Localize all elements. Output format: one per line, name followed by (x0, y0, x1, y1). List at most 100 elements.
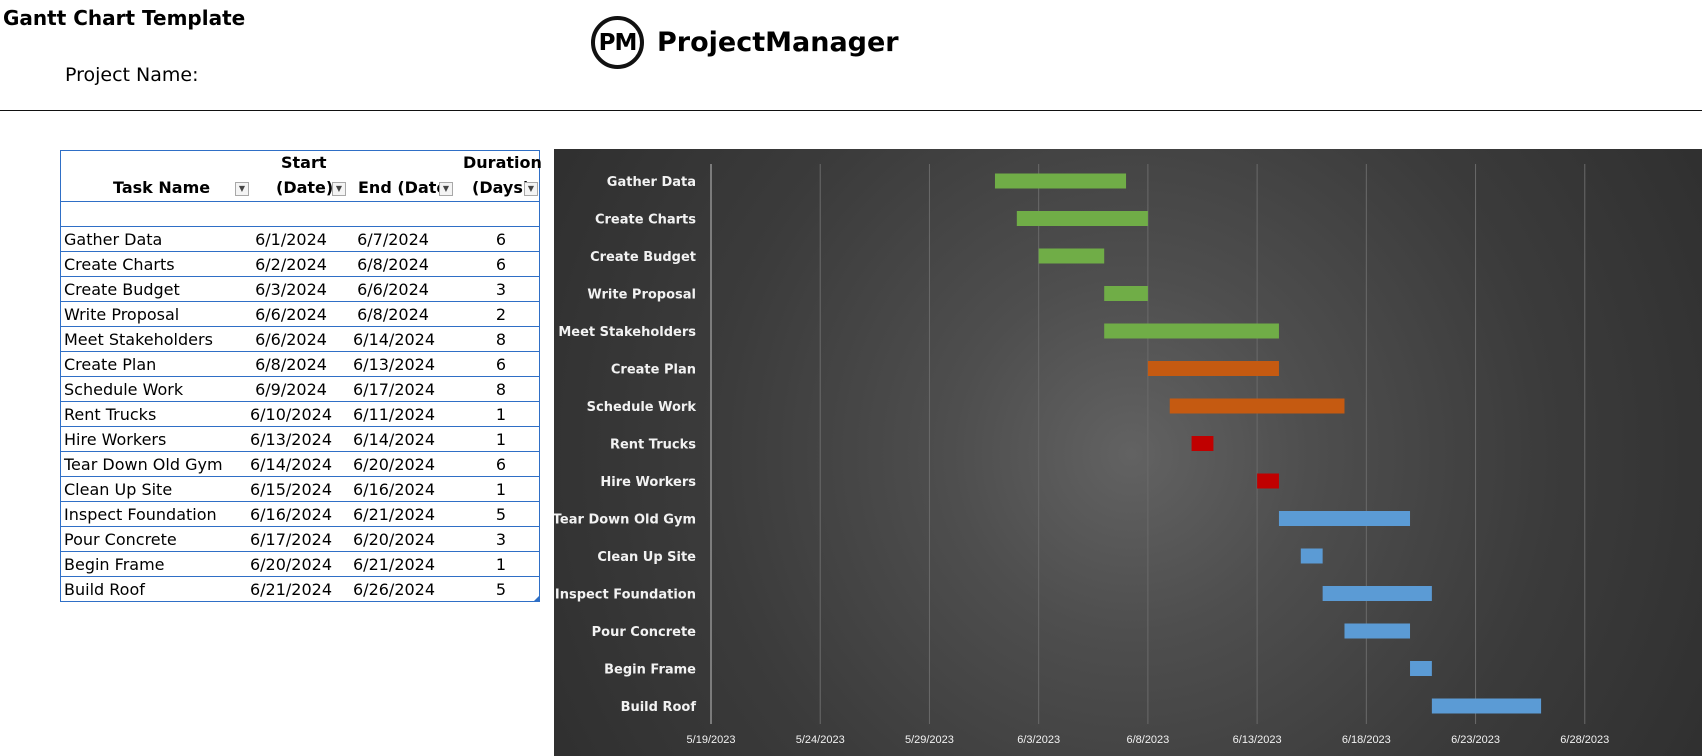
end-date-cell[interactable]: 6/21/2024 (353, 505, 436, 524)
task-label: Schedule Work (587, 400, 697, 415)
gantt-bar (1278, 511, 1411, 526)
task-name-cell[interactable]: Begin Frame (64, 555, 165, 574)
table-row: Pour Concrete 6/17/2024 6/20/2024 3 (61, 527, 539, 552)
duration-cell[interactable]: 6 (495, 230, 507, 249)
task-name-cell[interactable]: Clean Up Site (64, 480, 173, 499)
gantt-bar (1410, 661, 1432, 676)
end-date-cell[interactable]: 6/14/2024 (353, 330, 436, 349)
gantt-bar (1322, 586, 1432, 601)
start-date-cell[interactable]: 6/1/2024 (255, 230, 327, 249)
filter-dropdown-end[interactable]: ▼ (439, 182, 453, 196)
start-date-cell[interactable]: 6/20/2024 (249, 555, 333, 574)
start-date-cell[interactable]: 6/6/2024 (255, 305, 327, 324)
duration-cell[interactable]: 1 (495, 405, 507, 424)
column-header-end: End (Date (358, 178, 448, 197)
task-name-cell[interactable]: Tear Down Old Gym (64, 455, 223, 474)
start-date-cell[interactable]: 6/17/2024 (249, 530, 333, 549)
gantt-bar (1016, 211, 1148, 226)
table-row: Meet Stakeholders 6/6/2024 6/14/2024 8 (61, 327, 539, 352)
gantt-bar (1104, 323, 1279, 339)
table-row: Create Plan 6/8/2024 6/13/2024 6 (61, 352, 539, 377)
task-label: Write Proposal (587, 288, 696, 303)
duration-cell[interactable]: 6 (495, 255, 507, 274)
duration-cell[interactable]: 8 (495, 380, 507, 399)
task-name-cell[interactable]: Create Charts (64, 255, 175, 274)
duration-cell[interactable]: 1 (495, 430, 507, 449)
end-date-cell[interactable]: 6/8/2024 (357, 255, 429, 274)
end-date-cell[interactable]: 6/20/2024 (353, 455, 436, 474)
duration-cell[interactable]: 2 (495, 305, 507, 324)
column-header-start-top: Start (281, 153, 327, 172)
gantt-bar (1300, 548, 1323, 564)
duration-cell[interactable]: 3 (495, 280, 507, 299)
task-name-cell[interactable]: Create Plan (64, 355, 157, 374)
task-name-cell[interactable]: Build Roof (64, 580, 145, 599)
start-date-cell[interactable]: 6/3/2024 (255, 280, 327, 299)
table-row: Create Budget 6/3/2024 6/6/2024 3 (61, 277, 539, 302)
gantt-bar (1147, 361, 1279, 376)
column-header-duration-top: Duration (463, 153, 542, 172)
end-date-cell[interactable]: 6/17/2024 (353, 380, 436, 399)
end-date-cell[interactable]: 6/13/2024 (353, 355, 436, 374)
logo-text: ProjectManager (657, 27, 899, 58)
start-date-cell[interactable]: 6/16/2024 (249, 505, 333, 524)
gantt-chart-svg: 5/19/2023 5/24/2023 5/29/2023 6/3/2023 6/8/2… (554, 164, 1609, 746)
table-resize-handle[interactable] (534, 596, 539, 601)
end-date-cell[interactable]: 6/16/2024 (353, 480, 436, 499)
pm-logo-icon: PM (591, 16, 644, 69)
task-name-cell[interactable]: Inspect Foundation (64, 505, 217, 524)
table-row: Build Roof 6/21/2024 6/26/2024 5 (61, 577, 539, 601)
start-date-cell[interactable]: 6/14/2024 (249, 455, 333, 474)
task-label: Gather Data (607, 175, 696, 190)
start-date-cell[interactable]: 6/13/2024 (249, 430, 333, 449)
duration-cell[interactable]: 5 (495, 580, 507, 599)
filter-dropdown-duration[interactable]: ▼ (524, 182, 538, 196)
filter-dropdown-start[interactable]: ▼ (332, 182, 346, 196)
task-label: Create Plan (611, 363, 696, 378)
duration-cell[interactable]: 5 (495, 505, 507, 524)
duration-cell[interactable]: 8 (495, 330, 507, 349)
table-row: Schedule Work 6/9/2024 6/17/2024 8 (61, 377, 539, 402)
duration-cell[interactable]: 6 (495, 455, 507, 474)
start-date-cell[interactable]: 6/2/2024 (255, 255, 327, 274)
end-date-cell[interactable]: 6/20/2024 (353, 530, 436, 549)
end-date-cell[interactable]: 6/7/2024 (357, 230, 429, 249)
x-tick-label: 5/29/2023 (905, 734, 954, 746)
gantt-bar (994, 173, 1127, 189)
x-tick-label: 6/8/2023 (1126, 734, 1169, 746)
end-date-cell[interactable]: 6/6/2024 (357, 280, 429, 299)
task-name-cell[interactable]: Hire Workers (64, 430, 167, 449)
duration-cell[interactable]: 6 (495, 355, 507, 374)
task-name-cell[interactable]: Create Budget (64, 280, 180, 299)
end-date-cell[interactable]: 6/21/2024 (353, 555, 436, 574)
task-name-cell[interactable]: Rent Trucks (64, 405, 157, 424)
table-header: Task Name ▼ Start (Date) ▼ End (Date ▼ D… (61, 151, 542, 202)
task-name-cell[interactable]: Write Proposal (64, 305, 180, 324)
x-tick-label: 5/19/2023 (687, 734, 736, 746)
end-date-cell[interactable]: 6/14/2024 (353, 430, 436, 449)
start-date-cell[interactable]: 6/9/2024 (255, 380, 327, 399)
end-date-cell[interactable]: 6/26/2024 (353, 580, 436, 599)
gantt-bar (1257, 473, 1279, 489)
task-name-cell[interactable]: Schedule Work (64, 380, 184, 399)
end-date-cell[interactable]: 6/11/2024 (353, 405, 436, 424)
start-date-cell[interactable]: 6/15/2024 (249, 480, 333, 499)
duration-cell[interactable]: 1 (495, 480, 507, 499)
gantt-bar (1038, 248, 1105, 264)
end-date-cell[interactable]: 6/8/2024 (357, 305, 429, 324)
duration-cell[interactable]: 3 (495, 530, 507, 549)
start-date-cell[interactable]: 6/6/2024 (255, 330, 327, 349)
task-name-cell[interactable]: Gather Data (64, 230, 163, 249)
filter-dropdown-task-name[interactable]: ▼ (235, 182, 249, 196)
task-label: Build Roof (621, 700, 697, 715)
table-row: Tear Down Old Gym 6/14/2024 6/20/2024 6 (61, 452, 539, 477)
duration-cell[interactable]: 1 (495, 555, 507, 574)
task-name-cell[interactable]: Pour Concrete (64, 530, 177, 549)
start-date-cell[interactable]: 6/21/2024 (249, 580, 333, 599)
start-date-cell[interactable]: 6/10/2024 (249, 405, 333, 424)
task-label: Clean Up Site (597, 550, 696, 565)
gantt-bar (1169, 398, 1345, 414)
task-name-cell[interactable]: Meet Stakeholders (64, 330, 213, 349)
start-date-cell[interactable]: 6/8/2024 (255, 355, 327, 374)
task-label: Meet Stakeholders (558, 325, 696, 340)
